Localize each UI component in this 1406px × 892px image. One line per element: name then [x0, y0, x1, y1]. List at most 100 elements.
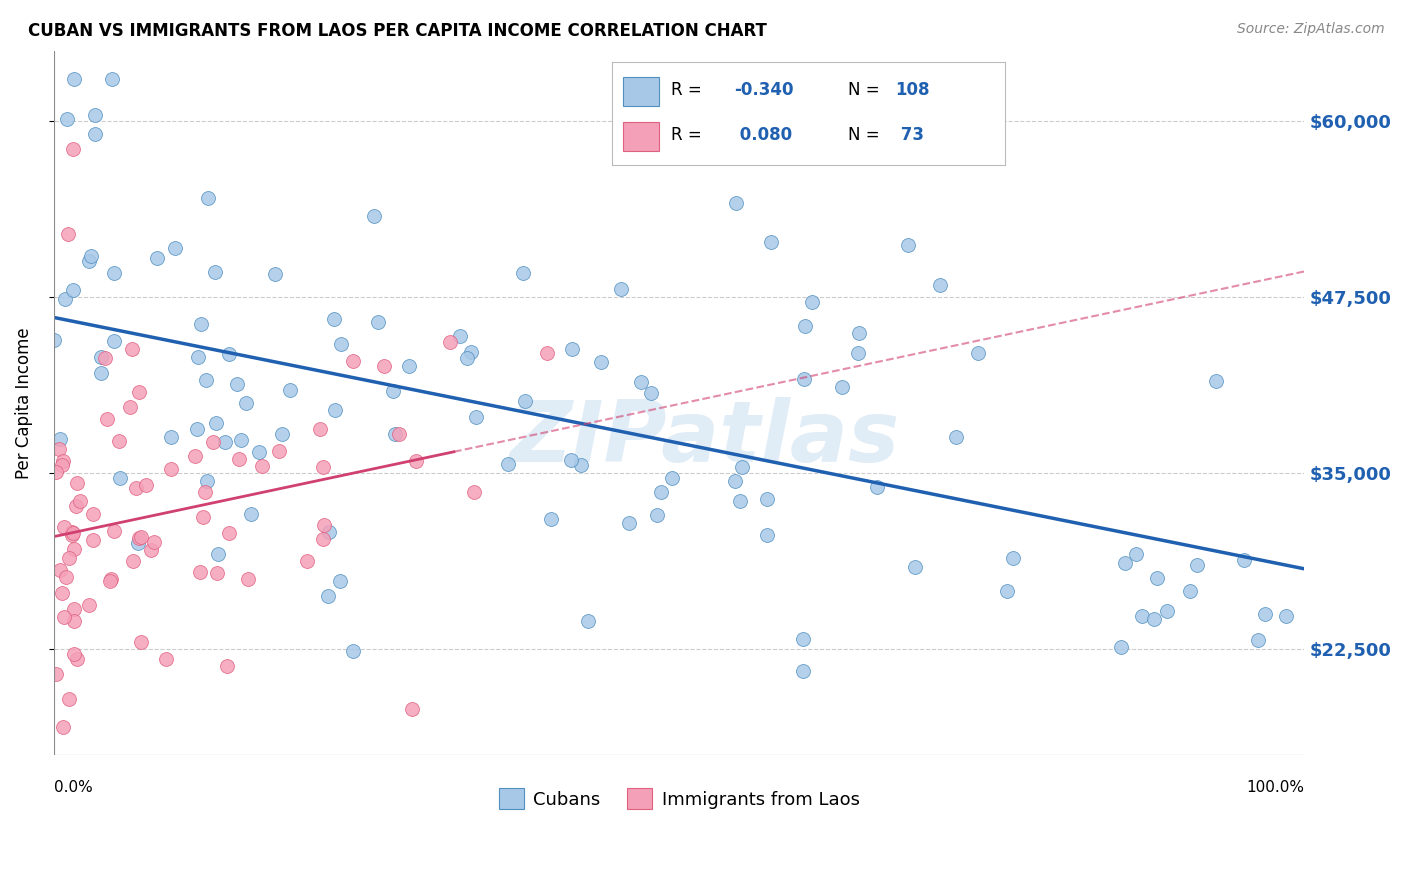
Text: -0.340: -0.340 [734, 81, 793, 99]
Point [342, 354, 364, 368]
Point [792, 664, 814, 678]
Point [1146, 571, 1168, 585]
Point [44, 333, 66, 347]
Point [45, 666, 67, 681]
Point [1185, 558, 1208, 573]
Point [207, 566, 229, 581]
Point [512, 267, 534, 281]
Point [724, 195, 747, 210]
Point [617, 516, 640, 530]
Point [218, 347, 240, 361]
Point [295, 553, 318, 567]
Point [63, 602, 86, 616]
Point [540, 512, 562, 526]
Point [82, 533, 104, 547]
Text: 73: 73 [896, 127, 924, 145]
Point [125, 481, 148, 495]
Point [1143, 612, 1166, 626]
Point [60, 525, 83, 540]
Point [143, 534, 166, 549]
Point [163, 241, 186, 255]
Text: 100.0%: 100.0% [1246, 780, 1305, 796]
Point [363, 209, 385, 223]
Point [661, 471, 683, 485]
Point [1114, 557, 1136, 571]
Point [794, 319, 817, 334]
Point [897, 238, 920, 252]
Point [1233, 553, 1256, 567]
Point [82, 507, 104, 521]
Point [945, 429, 967, 443]
FancyBboxPatch shape [623, 77, 659, 105]
Point [460, 345, 482, 359]
Point [226, 376, 249, 391]
Point [195, 373, 218, 387]
Point [66, 475, 89, 490]
Point [730, 494, 752, 508]
Point [250, 458, 273, 473]
Point [65, 500, 87, 514]
Point [80, 249, 103, 263]
Point [62, 142, 84, 156]
Point [571, 458, 593, 472]
Point [1205, 374, 1227, 388]
Point [135, 478, 157, 492]
Point [1275, 609, 1298, 624]
Point [756, 492, 779, 507]
Text: R =: R = [671, 81, 702, 99]
Point [63, 542, 86, 557]
Point [62, 71, 84, 86]
Point [195, 474, 218, 488]
Point [90, 350, 112, 364]
Point [205, 416, 228, 430]
Point [53, 610, 76, 624]
Point [398, 359, 420, 373]
Point [576, 614, 599, 628]
Point [139, 542, 162, 557]
Point [129, 531, 152, 545]
Point [228, 452, 250, 467]
Text: N =: N = [848, 81, 879, 99]
Point [204, 265, 226, 279]
Point [263, 268, 285, 282]
Point [45, 466, 67, 480]
Point [330, 337, 353, 351]
Point [312, 532, 335, 546]
Point [77, 598, 100, 612]
Point [312, 460, 335, 475]
Point [329, 574, 352, 589]
Point [53, 292, 76, 306]
Point [51, 586, 73, 600]
Legend: Cubans, Immigrants from Laos: Cubans, Immigrants from Laos [491, 781, 866, 816]
Point [94, 351, 117, 365]
Point [848, 326, 870, 340]
Point [645, 508, 668, 523]
Text: 0.0%: 0.0% [53, 780, 93, 796]
Point [122, 554, 145, 568]
Point [49, 432, 72, 446]
Point [318, 524, 340, 539]
Text: R =: R = [671, 127, 702, 145]
Point [439, 335, 461, 350]
Point [53, 520, 76, 534]
Point [66, 652, 89, 666]
Point [58, 551, 80, 566]
Point [1254, 607, 1277, 621]
Point [128, 531, 150, 545]
Point [309, 422, 332, 436]
Point [801, 295, 824, 310]
Point [62, 283, 84, 297]
Point [107, 434, 129, 449]
Point [49, 563, 72, 577]
Point [846, 346, 869, 360]
Point [384, 427, 406, 442]
Point [388, 427, 411, 442]
Y-axis label: Per Capita Income: Per Capita Income [15, 327, 32, 479]
Text: N =: N = [848, 127, 879, 145]
Point [342, 644, 364, 658]
Point [756, 527, 779, 541]
Point [247, 445, 270, 459]
Point [589, 355, 612, 369]
Point [214, 435, 236, 450]
Point [312, 518, 335, 533]
